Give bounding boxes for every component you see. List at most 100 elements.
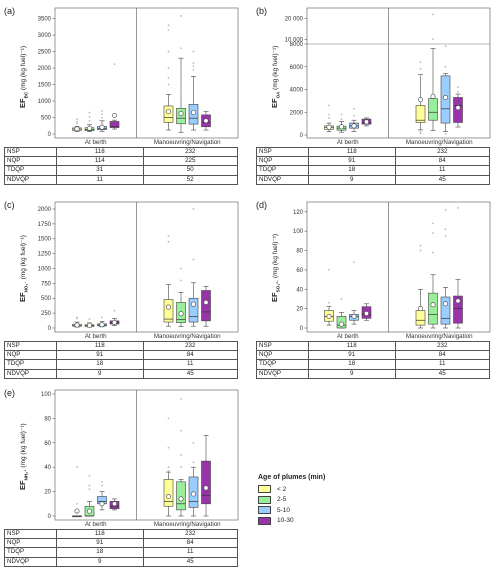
outlier-point — [180, 15, 182, 17]
mean-marker — [351, 123, 357, 129]
mean-marker — [74, 322, 80, 328]
y-tick-label: 2000 — [38, 66, 52, 72]
table-row: NQP 91 84 — [4, 538, 238, 549]
y-tick-label: 100 — [41, 392, 52, 398]
outlier-point — [76, 507, 78, 510]
outlier-point — [180, 86, 182, 89]
table-row: TDQP 31 50 — [4, 165, 238, 176]
mean-marker — [112, 319, 118, 325]
table-cell: 11 — [394, 165, 490, 176]
outlier-point — [88, 488, 91, 491]
box — [415, 310, 426, 326]
table-row: NSP 118 232 — [4, 146, 238, 158]
y-tick-label: 60 — [296, 268, 303, 274]
chart-svg: 0 20 40 60 80 100 120 At berth Manoeuvring/Navig… — [293, 201, 491, 340]
table-row: TDQP 18 11 — [4, 547, 238, 558]
mean-marker — [166, 493, 172, 499]
box — [453, 295, 463, 324]
table-row: NQP 91 84 — [256, 156, 490, 167]
box — [188, 297, 199, 323]
mean-marker — [178, 111, 184, 117]
legend-label: < 2 — [277, 485, 287, 493]
y-tick-label: 60 — [44, 441, 51, 447]
outlier-point — [101, 113, 103, 116]
outlier-point — [340, 113, 343, 116]
y-tick-label: 500 — [41, 116, 52, 122]
outlier-point — [328, 269, 330, 271]
table-row-label: NQP — [4, 156, 57, 167]
category-label: Manoeuvring/Navigation — [406, 333, 473, 340]
table-row: NSP 118 232 — [256, 340, 490, 352]
mean-marker — [455, 105, 461, 111]
y-tick-label: 40 — [44, 465, 51, 471]
outlier-point — [167, 240, 170, 243]
panel-a: (a) EFBC (mg (kg fuel)⁻¹) 0 500 1000 1500 2000… — [0, 0, 248, 192]
outlier-point — [76, 118, 78, 121]
table-cell: 18 — [56, 547, 144, 558]
table-row-label: TDQP — [256, 165, 309, 176]
panel-c: (c) EFNO₃⁻ (mg (kg fuel)⁻¹) 0 250 500 750 1000… — [0, 194, 248, 386]
y-tick-label: 500 — [41, 296, 52, 302]
box — [109, 121, 120, 128]
panel-letter: (a) — [4, 6, 15, 16]
table-row: TDQP 18 11 — [4, 359, 238, 370]
outlier-point — [192, 62, 195, 65]
outlier-point — [180, 267, 182, 270]
outlier-point — [180, 279, 182, 282]
mean-marker — [191, 491, 197, 497]
mean-marker — [191, 110, 197, 116]
mean-marker — [112, 501, 118, 507]
table-cell: 232 — [394, 340, 490, 352]
outlier-point — [167, 50, 170, 53]
outlier-point — [180, 47, 182, 50]
table-row: TDQP 18 11 — [256, 165, 490, 176]
outlier-point — [88, 318, 91, 320]
table-row: NDVQP 9 45 — [256, 174, 490, 185]
outlier-point — [167, 77, 170, 79]
y-tick-label: 250 — [41, 311, 52, 317]
legend-item: 2-5 — [258, 495, 325, 504]
box — [163, 479, 174, 507]
legend-swatch — [258, 506, 271, 514]
y-tick-label: 0 — [48, 132, 52, 138]
box — [163, 299, 174, 323]
outlier-point — [88, 115, 91, 118]
outlier-point — [192, 461, 195, 464]
panel-letter: (e) — [4, 388, 15, 398]
table-row-label: TDQP — [256, 359, 309, 370]
plot-frame — [306, 201, 491, 333]
panel-letter: (c) — [4, 200, 15, 210]
box — [201, 290, 211, 322]
outlier-point — [419, 74, 422, 77]
outlier-point — [353, 114, 355, 117]
table-row: NDVQP 9 45 — [256, 368, 490, 379]
table-cell: 232 — [142, 340, 238, 352]
outlier-point — [192, 68, 195, 71]
table-cell: 11 — [394, 359, 490, 370]
mean-marker — [430, 93, 436, 99]
outlier-point — [444, 45, 447, 48]
outlier-point — [167, 83, 170, 86]
outlier-point — [167, 29, 170, 32]
outlier-point — [113, 309, 116, 312]
box — [415, 105, 426, 123]
outlier-point — [432, 13, 434, 16]
y-tick-label: 1500 — [38, 237, 52, 243]
table-cell: 31 — [56, 165, 144, 176]
y-tick-label: 2000 — [290, 110, 304, 116]
box — [428, 292, 438, 325]
outlier-point — [432, 232, 434, 235]
mean-marker — [191, 301, 197, 307]
table-row: NSP 118 232 — [256, 146, 490, 158]
outlier-point — [88, 484, 91, 487]
table-cell: 118 — [308, 146, 396, 158]
y-tick-label: 0 — [48, 326, 52, 332]
table-row-label: NDVQP — [4, 174, 57, 185]
table-cell: 232 — [142, 146, 238, 158]
table-row-label: NSP — [256, 340, 309, 352]
table-cell: 18 — [56, 359, 144, 370]
y-tick-label: 4000 — [290, 88, 304, 94]
outlier-point — [192, 50, 195, 53]
mean-marker — [87, 322, 93, 328]
outlier-point — [432, 251, 434, 254]
